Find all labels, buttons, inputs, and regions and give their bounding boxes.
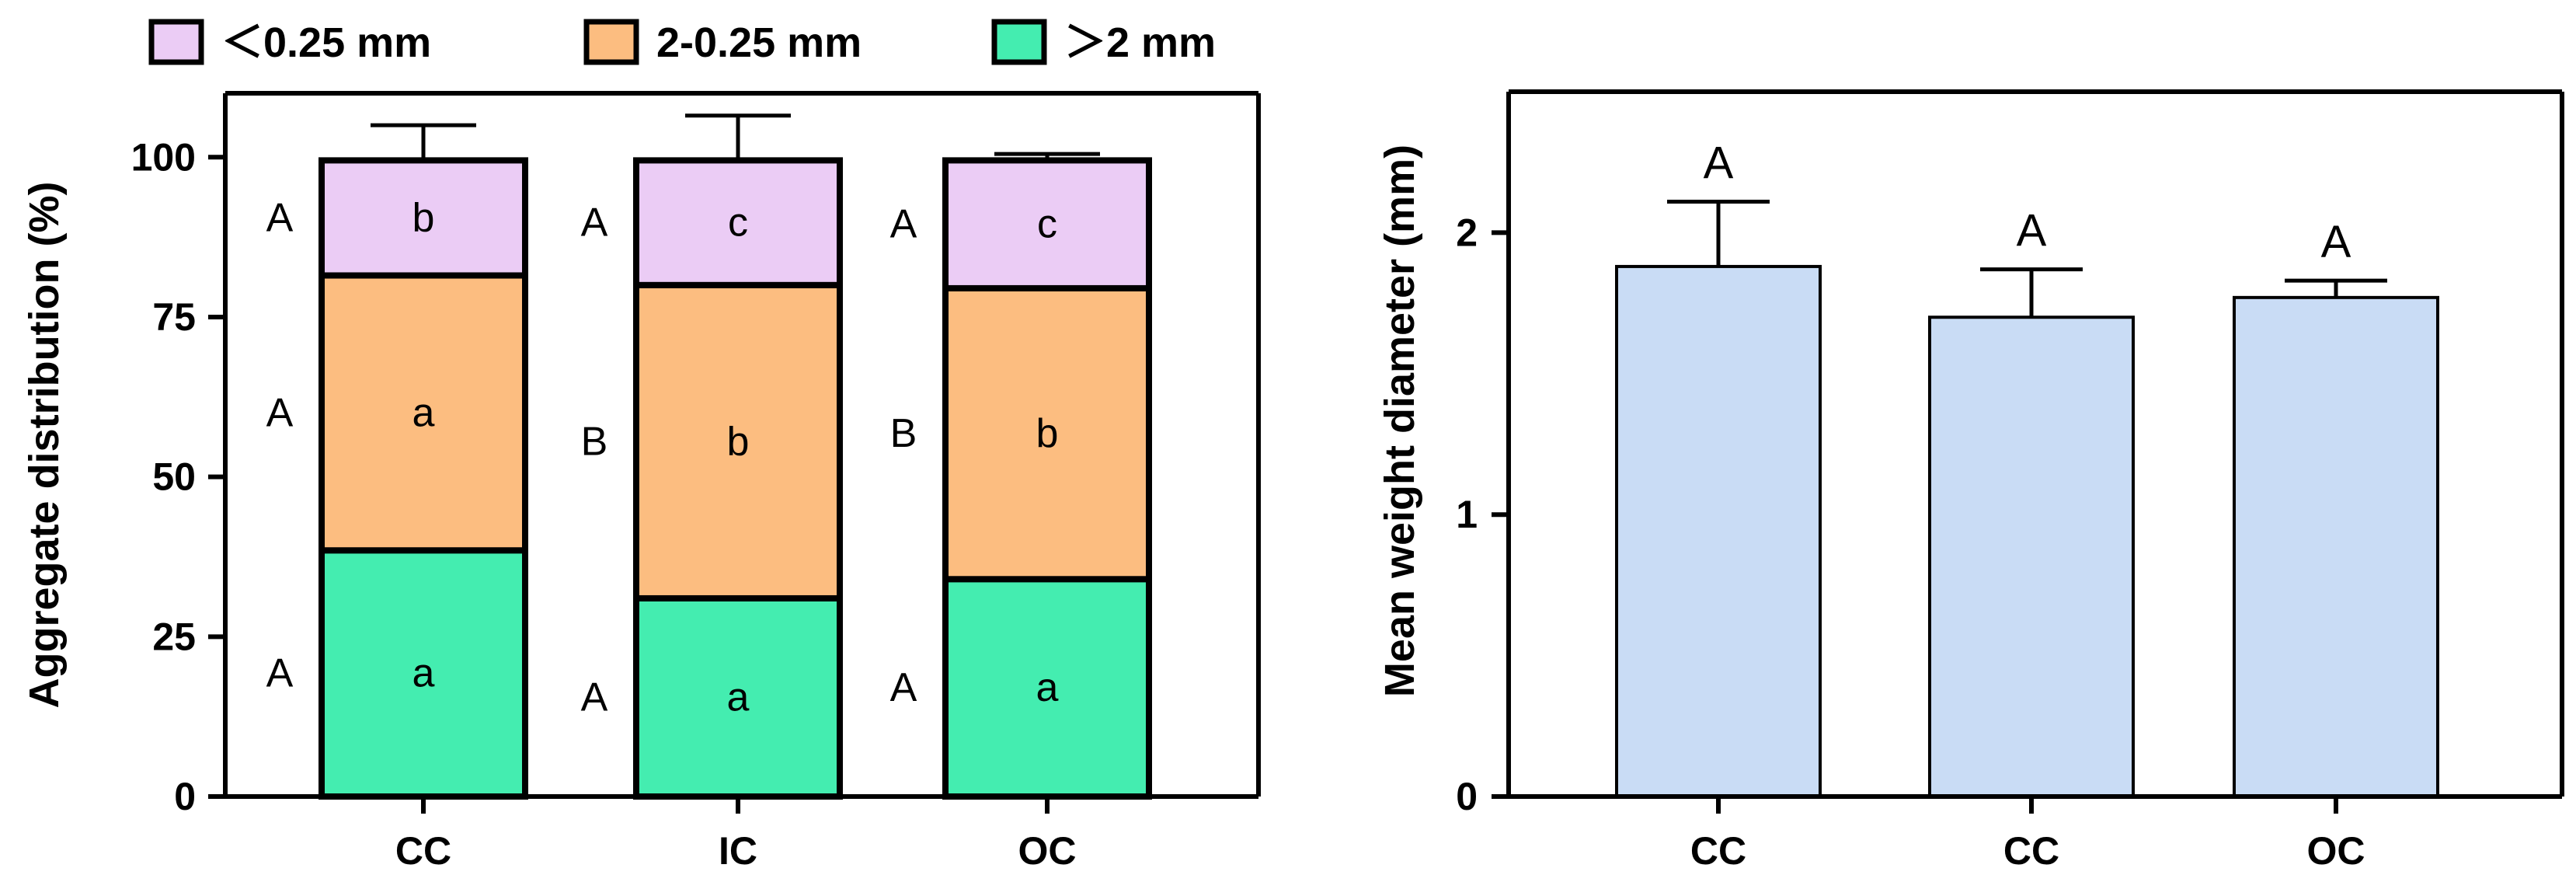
y-axis-title: Aggregate distribution (%) bbox=[21, 182, 68, 709]
legend-label: ＜0.25 mm bbox=[221, 19, 431, 66]
y-tick-label: 25 bbox=[152, 615, 196, 658]
significance-letter: A bbox=[2017, 206, 2047, 256]
segment-letter: b bbox=[413, 195, 435, 240]
group-letter: A bbox=[266, 651, 294, 696]
y-tick-label: 2 bbox=[1456, 211, 1478, 254]
group-letter: A bbox=[890, 202, 917, 247]
bar-segment bbox=[942, 576, 1152, 800]
group-letter: A bbox=[266, 390, 294, 435]
y-tick-label: 1 bbox=[1456, 493, 1478, 536]
segment-letter: a bbox=[727, 675, 750, 720]
x-tick-label: OC bbox=[1018, 829, 1077, 873]
x-tick-label: OC bbox=[2307, 829, 2365, 873]
aggregate-distribution-chart: a Aa Ab Aa Ab Bc Aa Ab Bc A 0 25 50 75 100 CC IC OC Aggreg… bbox=[21, 91, 1261, 873]
bar-segment bbox=[942, 284, 1152, 583]
bar-segment bbox=[633, 281, 843, 601]
y-tick-label: 0 bbox=[174, 775, 196, 818]
significance-letter: A bbox=[2321, 217, 2351, 267]
y-tick-label: 100 bbox=[131, 135, 196, 179]
segment-letter: a bbox=[1036, 665, 1059, 710]
segment-letter: b bbox=[1036, 411, 1059, 456]
segment-letter: b bbox=[727, 419, 750, 464]
y-tick-label: 0 bbox=[1456, 775, 1478, 818]
group-letter: A bbox=[890, 665, 917, 710]
bar bbox=[2233, 295, 2439, 798]
bar-segment bbox=[633, 157, 843, 288]
segment-letter: a bbox=[413, 651, 435, 696]
bar-segment bbox=[319, 547, 528, 800]
x-tick-label: CC bbox=[395, 829, 451, 873]
x-tick-label: CC bbox=[2003, 829, 2059, 873]
legend-swatch bbox=[148, 19, 204, 65]
group-letter: A bbox=[581, 200, 608, 246]
legend-swatch bbox=[583, 19, 639, 65]
bar bbox=[1928, 315, 2135, 798]
y-tick-label: 75 bbox=[152, 295, 196, 339]
x-tick-label: IC bbox=[719, 829, 757, 873]
segment-letter: c bbox=[728, 200, 748, 246]
significance-letter: A bbox=[1704, 138, 1734, 188]
group-letter: A bbox=[266, 195, 294, 240]
legend-swatch bbox=[991, 19, 1047, 65]
mean-weight-diameter-chart: A A A 0 1 2 CC CC OC Mean weight diameter (mm) bbox=[1377, 89, 2564, 873]
group-letter: B bbox=[890, 411, 917, 456]
legend-label: 2-0.25 mm bbox=[656, 19, 862, 66]
bar-segment bbox=[942, 157, 1152, 291]
y-tick-label: 50 bbox=[152, 455, 196, 499]
group-letter: B bbox=[581, 419, 608, 464]
x-tick-label: CC bbox=[1690, 829, 1746, 873]
group-letter: A bbox=[581, 675, 608, 720]
y-axis-title: Mean weight diameter (mm) bbox=[1377, 145, 1423, 697]
bar bbox=[1615, 264, 1822, 799]
segment-letter: c bbox=[1037, 202, 1057, 247]
legend: ＜0.25 mm 2-0.25 mm ＞2 mm bbox=[148, 19, 1216, 66]
legend-label: ＞2 mm bbox=[1064, 19, 1216, 66]
segment-letter: a bbox=[413, 390, 435, 435]
